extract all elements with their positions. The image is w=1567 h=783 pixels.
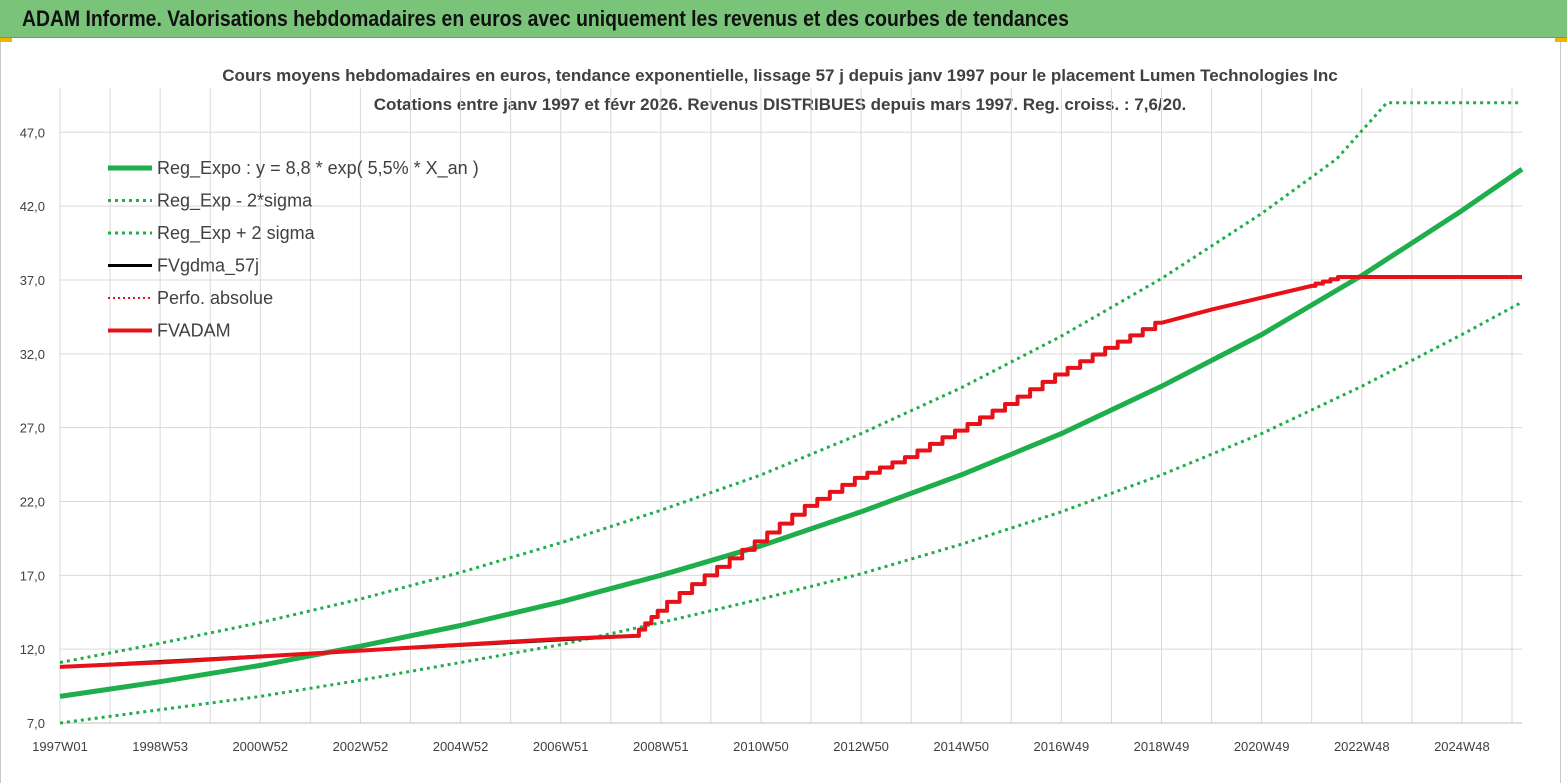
x-tick-label: 2014W50 bbox=[933, 739, 989, 754]
x-tick-label: 2016W49 bbox=[1034, 739, 1090, 754]
x-tick-label: 2024W48 bbox=[1434, 739, 1490, 754]
y-tick-label: 27,0 bbox=[20, 421, 45, 436]
y-tick-label: 42,0 bbox=[20, 199, 45, 214]
x-tick-label: 2022W48 bbox=[1334, 739, 1390, 754]
y-tick-label: 32,0 bbox=[20, 347, 45, 362]
legend-label: Perfo. absolue bbox=[157, 288, 273, 308]
chart-title-line1: Cours moyens hebdomadaires en euros, ten… bbox=[222, 66, 1337, 85]
x-tick-label: 2008W51 bbox=[633, 739, 689, 754]
x-tick-label: 2002W52 bbox=[333, 739, 389, 754]
x-tick-label: 2010W50 bbox=[733, 739, 789, 754]
legend-label: Reg_Expo : y = 8,8 * exp( 5,5% * X_an ) bbox=[157, 158, 479, 179]
x-tick-label: 2012W50 bbox=[833, 739, 889, 754]
series-lines bbox=[59, 101, 1524, 725]
series-line-0 bbox=[59, 167, 1524, 699]
y-tick-label: 47,0 bbox=[20, 125, 45, 140]
corner-marker-left bbox=[0, 38, 12, 42]
y-tick-label: 12,0 bbox=[20, 642, 45, 657]
report-header-bar: ADAM Informe. Valorisations hebdomadaire… bbox=[0, 0, 1567, 38]
legend-label: FVgdma_57j bbox=[157, 256, 259, 277]
x-tick-label: 2004W52 bbox=[433, 739, 489, 754]
y-tick-label: 37,0 bbox=[20, 273, 45, 288]
x-tick-label: 2006W51 bbox=[533, 739, 589, 754]
series-line-1 bbox=[59, 300, 1523, 725]
corner-marker-right bbox=[1555, 38, 1567, 42]
legend: Reg_Expo : y = 8,8 * exp( 5,5% * X_an ) R… bbox=[108, 158, 479, 341]
x-tick-label: 2000W52 bbox=[232, 739, 288, 754]
axes: 7,0 12,0 17,0 22,0 27,0 32,0 37,0 42,0 47,0 1997W… bbox=[20, 125, 1522, 754]
y-tick-label: 7,0 bbox=[27, 716, 45, 731]
report-title: ADAM Informe. Valorisations hebdomadaire… bbox=[22, 6, 1069, 31]
legend-label: FVADAM bbox=[157, 321, 231, 341]
x-tick-label: 2018W49 bbox=[1134, 739, 1190, 754]
grid bbox=[59, 88, 1522, 724]
frame-left bbox=[0, 42, 1, 783]
y-tick-label: 22,0 bbox=[20, 494, 45, 509]
x-tick-label: 1997W01 bbox=[32, 739, 88, 754]
y-tick-label: 17,0 bbox=[20, 568, 45, 583]
series-line-5 bbox=[59, 275, 1522, 669]
chart-title-line2: Cotations entre janv 1997 et févr 2026. … bbox=[374, 95, 1187, 114]
legend-label: Reg_Exp + 2 sigma bbox=[157, 223, 316, 244]
x-tick-label: 1998W53 bbox=[132, 739, 188, 754]
series-line-2 bbox=[59, 101, 1522, 664]
frame-right bbox=[1560, 42, 1561, 783]
legend-label: Reg_Exp - 2*sigma bbox=[157, 191, 313, 212]
x-tick-label: 2020W49 bbox=[1234, 739, 1290, 754]
